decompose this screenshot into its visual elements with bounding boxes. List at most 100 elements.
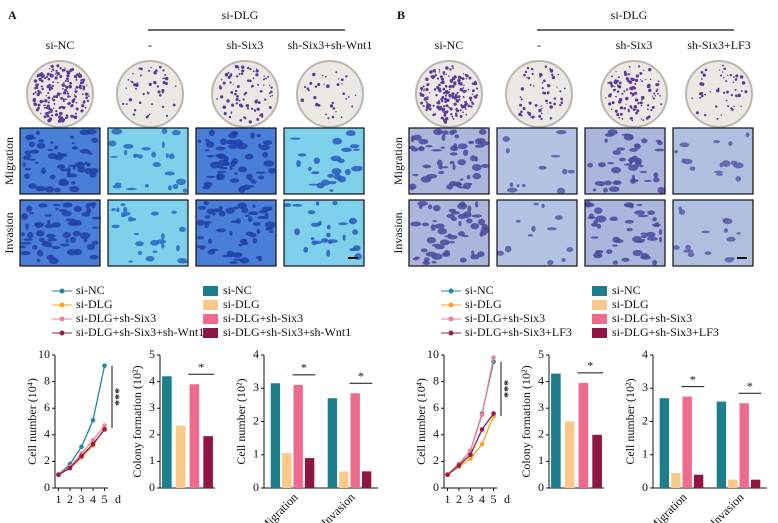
colony-dot — [271, 94, 274, 97]
cell — [164, 171, 175, 176]
cell — [418, 138, 429, 145]
colony-dot — [451, 92, 455, 96]
cell — [75, 161, 85, 168]
cell — [202, 221, 213, 224]
colony-dot — [236, 84, 240, 88]
y-tick-label: 1 — [642, 447, 648, 461]
cell — [137, 250, 143, 255]
colony-dot — [39, 112, 42, 115]
colony-dot — [54, 76, 58, 80]
y-tick-label: 2 — [44, 453, 50, 467]
cell — [161, 242, 165, 249]
colony-dot — [714, 105, 718, 108]
colony-dot — [63, 106, 66, 109]
cell — [681, 158, 687, 163]
cell — [258, 209, 268, 214]
colony-dot — [56, 92, 61, 96]
colony-dot — [52, 69, 55, 72]
colony-dot — [256, 107, 260, 111]
cell — [645, 231, 656, 238]
colony-dot — [230, 90, 234, 94]
cell — [321, 179, 330, 186]
colony-dot — [457, 80, 460, 83]
y-tick-label: 4 — [642, 347, 648, 361]
colony-dot — [450, 113, 453, 116]
colony-dot — [451, 96, 454, 99]
cell — [592, 188, 597, 192]
cell — [506, 187, 518, 193]
cell — [38, 139, 45, 143]
y-tick-label: 0 — [253, 480, 259, 494]
x-tick-label: 1 — [444, 492, 450, 506]
cell — [199, 247, 206, 250]
colony-dot — [65, 77, 69, 81]
legend-label: si-DLG+sh-Six3 — [223, 311, 303, 325]
cell — [179, 226, 186, 233]
colony-dot — [59, 111, 63, 116]
colony-dot — [51, 88, 54, 90]
cell — [123, 149, 128, 156]
colony-dot — [338, 78, 340, 80]
colony-dot — [730, 93, 733, 97]
micrograph-frame — [107, 127, 189, 195]
bar — [350, 393, 360, 488]
colony-dot — [230, 73, 233, 76]
colony-dot — [335, 71, 338, 74]
x-tick-label: 4 — [90, 492, 96, 506]
colony-dot — [317, 82, 321, 87]
cell — [480, 164, 490, 168]
colony-dot — [327, 117, 330, 120]
colony-dot — [691, 97, 694, 99]
cell — [410, 221, 422, 227]
colony-dot — [151, 103, 154, 106]
colony-dot — [443, 120, 448, 124]
series-line — [447, 413, 495, 476]
bar — [270, 383, 281, 488]
colony-dot — [226, 99, 230, 103]
colony-dot — [635, 111, 638, 115]
cell — [252, 237, 258, 244]
point — [479, 441, 485, 447]
colony-dot — [735, 95, 738, 98]
cell — [417, 201, 428, 207]
colony-dot — [621, 92, 624, 95]
cell — [311, 240, 317, 246]
legend-label: si-DLG — [465, 297, 502, 311]
colony-dot — [445, 104, 449, 108]
cell — [327, 239, 338, 244]
colony-dot — [150, 67, 152, 69]
cell — [653, 177, 660, 183]
plate — [505, 60, 573, 128]
cell — [735, 176, 742, 182]
colony-dot — [59, 67, 62, 70]
x-tick-label: Migration — [646, 490, 690, 523]
colony-dot — [423, 89, 425, 92]
column-label: - — [148, 38, 152, 52]
cell — [327, 173, 334, 178]
colony-dot — [321, 75, 324, 77]
colony-dot — [421, 93, 425, 97]
cell — [244, 153, 254, 160]
colony-dot — [634, 82, 637, 85]
colony-dot — [420, 101, 424, 105]
colony-dot — [64, 79, 67, 83]
cell — [474, 144, 485, 148]
colony-dot — [315, 102, 319, 107]
colony-dot — [449, 97, 451, 99]
colony-dot — [655, 83, 659, 87]
cell — [481, 223, 489, 231]
colony-dot — [451, 65, 454, 68]
colony-dot — [59, 75, 63, 79]
colony-dot — [48, 68, 51, 70]
colony-dot — [60, 92, 62, 95]
cell — [168, 185, 172, 191]
bar — [682, 396, 692, 488]
legend-label: si-DLG+sh-Six3 — [465, 311, 545, 325]
colony-dot — [52, 68, 54, 70]
cell — [225, 207, 235, 214]
legend-label: si-DLG+sh-Six3+LF3 — [612, 325, 719, 339]
colony-dot — [74, 90, 78, 94]
colony-dot — [444, 94, 448, 97]
colony-dot — [81, 104, 85, 108]
cell — [230, 160, 236, 167]
